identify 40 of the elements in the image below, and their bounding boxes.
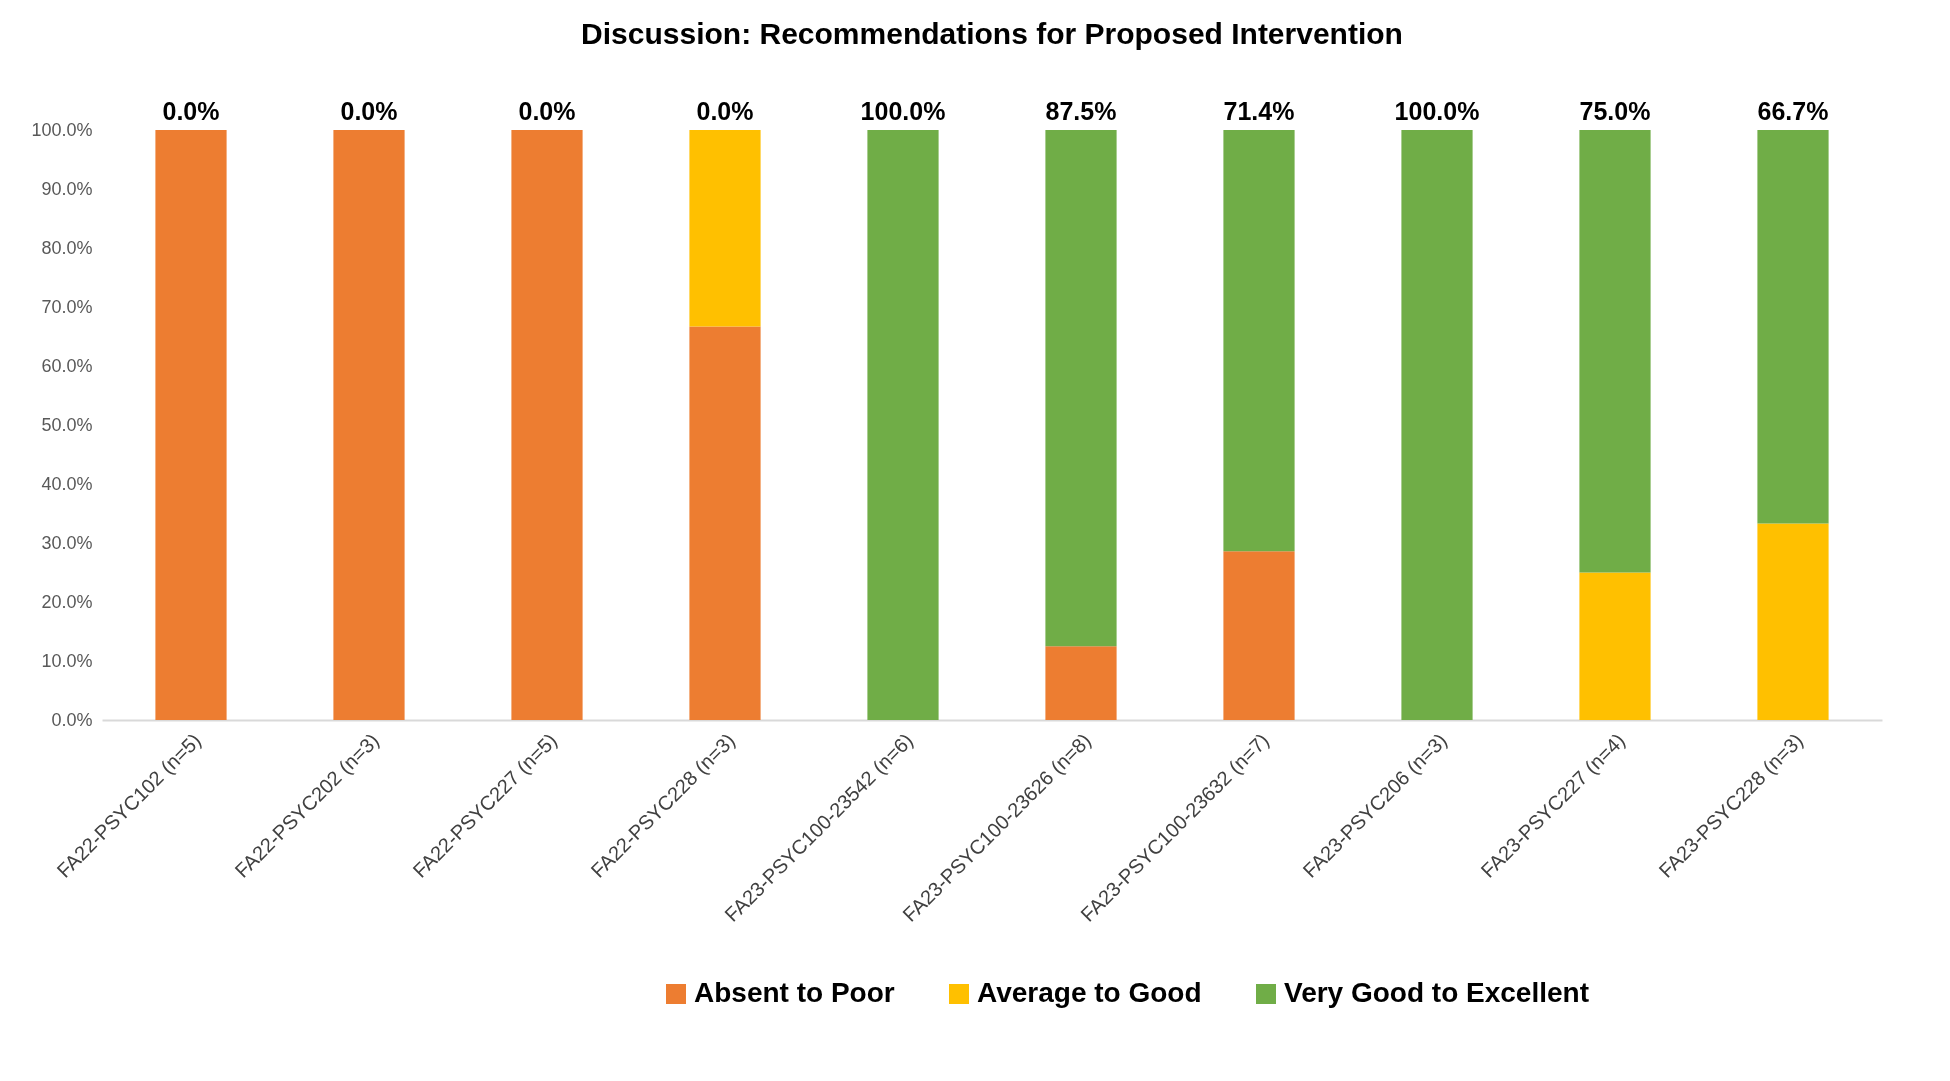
bar: [1579, 572, 1651, 720]
data-label: 71.4%: [1223, 97, 1295, 125]
bar: [511, 130, 583, 720]
bar: [1757, 130, 1829, 524]
bar: [867, 130, 939, 720]
data-label: 0.0%: [162, 97, 220, 125]
data-label: 0.0%: [518, 97, 576, 125]
y-tick-label: 30.0%: [41, 532, 93, 553]
y-tick-label: 40.0%: [41, 473, 93, 494]
y-tick-label: 60.0%: [41, 355, 93, 376]
y-tick-label: 20.0%: [41, 591, 93, 612]
bar: [689, 326, 761, 720]
bar: [1045, 646, 1117, 720]
bar: [155, 130, 227, 720]
bar: [1579, 130, 1651, 573]
data-label: 100.0%: [1394, 97, 1480, 125]
bar: [689, 130, 761, 327]
legend-label: Absent to Poor: [694, 977, 895, 1008]
data-label: 0.0%: [696, 97, 754, 125]
chart-title: Discussion: Recommendations for Proposed Intervention: [581, 17, 1403, 50]
y-tick-label: 50.0%: [41, 414, 93, 435]
y-tick-label: 0.0%: [51, 709, 93, 730]
bar: [1757, 523, 1829, 720]
bar: [333, 130, 405, 720]
bar: [1401, 130, 1473, 720]
data-label: 66.7%: [1757, 97, 1829, 125]
y-tick-label: 10.0%: [41, 650, 93, 671]
bar: [1223, 130, 1295, 552]
bar: [1223, 551, 1295, 720]
y-tick-label: 100.0%: [31, 119, 93, 140]
data-label: 100.0%: [860, 97, 946, 125]
data-label: 75.0%: [1579, 97, 1651, 125]
y-tick-label: 70.0%: [41, 296, 93, 317]
y-tick-label: 90.0%: [41, 178, 93, 199]
y-tick-label: 80.0%: [41, 237, 93, 258]
data-label: 0.0%: [340, 97, 398, 125]
legend-label: Very Good to Excellent: [1284, 977, 1589, 1008]
data-label: 87.5%: [1045, 97, 1117, 125]
legend-label: Average to Good: [977, 977, 1202, 1008]
bar: [1045, 130, 1117, 647]
